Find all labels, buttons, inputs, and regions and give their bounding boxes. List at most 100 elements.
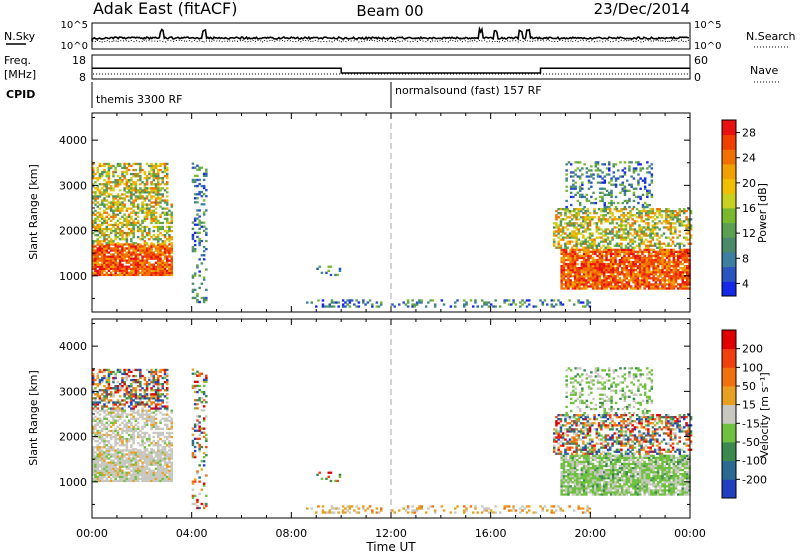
echo-cell bbox=[609, 240, 612, 243]
echo-cell bbox=[141, 191, 144, 194]
echo-cell bbox=[116, 183, 120, 186]
echo-cell bbox=[671, 222, 675, 225]
echo-cell bbox=[145, 368, 149, 372]
echo-cell bbox=[154, 395, 158, 398]
echo-cell bbox=[145, 211, 149, 214]
echo-cell bbox=[101, 191, 104, 194]
echo-cell bbox=[660, 214, 664, 217]
echo-cell bbox=[125, 431, 129, 435]
echo-cell bbox=[139, 449, 142, 452]
echo-cell bbox=[145, 467, 149, 470]
echo-cell bbox=[594, 281, 597, 284]
echo-cell bbox=[170, 435, 173, 439]
echo-cell bbox=[200, 460, 204, 463]
echo-cell bbox=[588, 242, 592, 245]
echo-cell bbox=[198, 227, 201, 230]
echo-cell bbox=[649, 236, 652, 239]
echo-cell bbox=[107, 257, 111, 260]
echo-cell bbox=[154, 271, 158, 274]
echo-cell bbox=[600, 265, 604, 268]
echo-cell bbox=[629, 226, 632, 229]
echo-cell bbox=[150, 175, 153, 178]
echo-cell bbox=[623, 161, 627, 164]
echo-cell bbox=[152, 477, 155, 480]
echo-cell bbox=[161, 413, 164, 416]
echo-cell bbox=[145, 419, 149, 422]
echo-cell bbox=[587, 248, 590, 251]
echo-cell bbox=[161, 245, 164, 248]
echo-cell bbox=[116, 179, 120, 182]
echo-cell bbox=[132, 201, 135, 204]
echo-cell bbox=[638, 230, 641, 233]
echo-cell bbox=[628, 189, 631, 192]
echo-cell bbox=[649, 216, 652, 219]
echo-cell bbox=[629, 216, 632, 219]
echo-cell bbox=[649, 234, 652, 237]
echo-cell bbox=[674, 277, 678, 280]
echo-cell bbox=[150, 191, 153, 194]
echo-cell bbox=[92, 172, 95, 176]
echo-cell bbox=[105, 467, 108, 470]
echo-cell bbox=[586, 303, 589, 306]
echo-cell bbox=[139, 168, 142, 172]
echo-cell bbox=[670, 265, 673, 268]
echo-cell bbox=[118, 183, 122, 186]
echo-cell bbox=[130, 253, 133, 256]
echo-cell bbox=[92, 255, 95, 258]
echo-cell bbox=[105, 181, 108, 184]
echo-cell bbox=[679, 287, 682, 290]
echo-cell bbox=[357, 511, 361, 514]
echo-cell bbox=[148, 459, 151, 462]
echo-cell bbox=[145, 437, 149, 441]
echo-cell bbox=[320, 271, 324, 274]
echo-cell bbox=[101, 381, 104, 384]
echo-cell bbox=[327, 265, 330, 268]
echo-cell bbox=[571, 281, 575, 284]
echo-cell bbox=[628, 167, 631, 170]
echo-cell bbox=[148, 203, 151, 206]
echo-cell bbox=[571, 250, 575, 253]
echo-cell bbox=[136, 467, 140, 470]
echo-cell bbox=[660, 246, 664, 249]
echo-cell bbox=[569, 171, 573, 174]
echo-cell bbox=[163, 229, 167, 233]
echo-cell bbox=[157, 442, 160, 445]
echo-cell bbox=[573, 234, 576, 237]
echo-cell bbox=[677, 256, 680, 260]
echo-cell bbox=[198, 193, 201, 196]
echo-cell bbox=[638, 283, 642, 286]
echo-cell bbox=[198, 168, 201, 171]
echo-cell bbox=[98, 413, 102, 416]
echo-cell bbox=[166, 374, 169, 378]
echo-cell bbox=[662, 226, 666, 229]
echo-cell bbox=[642, 240, 646, 243]
echo-cell bbox=[103, 259, 106, 262]
echo-cell bbox=[112, 475, 115, 478]
echo-cell bbox=[148, 209, 151, 212]
echo-cell bbox=[96, 201, 99, 204]
echo-cell bbox=[402, 301, 405, 304]
echo-cell bbox=[635, 220, 639, 223]
echo-cell bbox=[667, 236, 670, 239]
echo-cell bbox=[567, 287, 570, 290]
echo-cell bbox=[573, 285, 577, 288]
echo-cell bbox=[650, 252, 653, 256]
echo-cell bbox=[576, 271, 579, 274]
echo-cell bbox=[579, 222, 583, 225]
echo-cell bbox=[553, 240, 556, 243]
echo-cell bbox=[569, 269, 572, 272]
echo-cell bbox=[591, 283, 595, 286]
echo-cell bbox=[116, 243, 120, 246]
echo-cell bbox=[198, 274, 201, 277]
echo-cell bbox=[123, 459, 126, 462]
echo-cell bbox=[98, 368, 102, 372]
echo-cell bbox=[571, 283, 575, 286]
echo-cell bbox=[617, 201, 620, 205]
echo-cell bbox=[619, 191, 622, 194]
echo-cell bbox=[656, 216, 659, 219]
echo-cell bbox=[94, 219, 97, 222]
echo-cell bbox=[145, 243, 149, 246]
echo-cell bbox=[125, 397, 129, 400]
echo-cell bbox=[116, 263, 120, 266]
echo-cell bbox=[134, 451, 138, 454]
